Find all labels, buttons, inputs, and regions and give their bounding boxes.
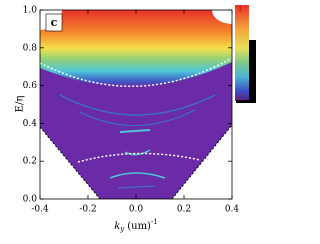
y-tick-label: 0.8 (23, 43, 38, 53)
dashed-curve (77, 152, 201, 163)
streak (109, 172, 166, 179)
x-tick-label: -0.4 (31, 205, 49, 215)
chart: c E/η ky (um)-1 0.0 0.2 0.4 0.6 0.8 1.0 -0.4 -0.… (15, 5, 256, 233)
x-label-main: k (114, 221, 120, 232)
y-axis-label: E/η (15, 96, 26, 113)
x-label-sup: -1 (151, 218, 158, 226)
x-label-sub: y (119, 225, 125, 233)
streak (119, 129, 151, 133)
panel-label-box (45, 13, 63, 32)
x-tick-label: 0.0 (129, 205, 144, 215)
colorbar-edge (236, 100, 256, 103)
white-corner (212, 10, 232, 24)
x-tick-label: 0.4 (225, 205, 240, 215)
colorbar-tick-label: 1 (238, 5, 242, 13)
streak (117, 185, 156, 189)
y-tick-label: 1.0 (23, 6, 38, 16)
colorbar-edge (249, 40, 256, 101)
y-tick-label: 0.6 (23, 81, 38, 91)
streak (79, 109, 196, 126)
dashed-curve (40, 57, 232, 88)
colorbar-tick-label: 0 (238, 95, 242, 103)
y-tick-label: 0.0 (23, 195, 38, 205)
density-map (40, 10, 232, 199)
streak (124, 149, 151, 156)
x-axis-label: ky (um)-1 (114, 218, 158, 233)
streak (59, 94, 216, 116)
x-tick-label: -0.2 (79, 205, 96, 215)
colorbar (235, 5, 249, 101)
density-band (40, 10, 232, 87)
y-tick-label: 0.2 (23, 157, 37, 167)
x-tick-label: 0.2 (177, 205, 191, 215)
x-label-unit: (um) (127, 221, 151, 232)
panel-label: c (51, 16, 58, 29)
y-tick-label: 0.4 (23, 119, 38, 129)
